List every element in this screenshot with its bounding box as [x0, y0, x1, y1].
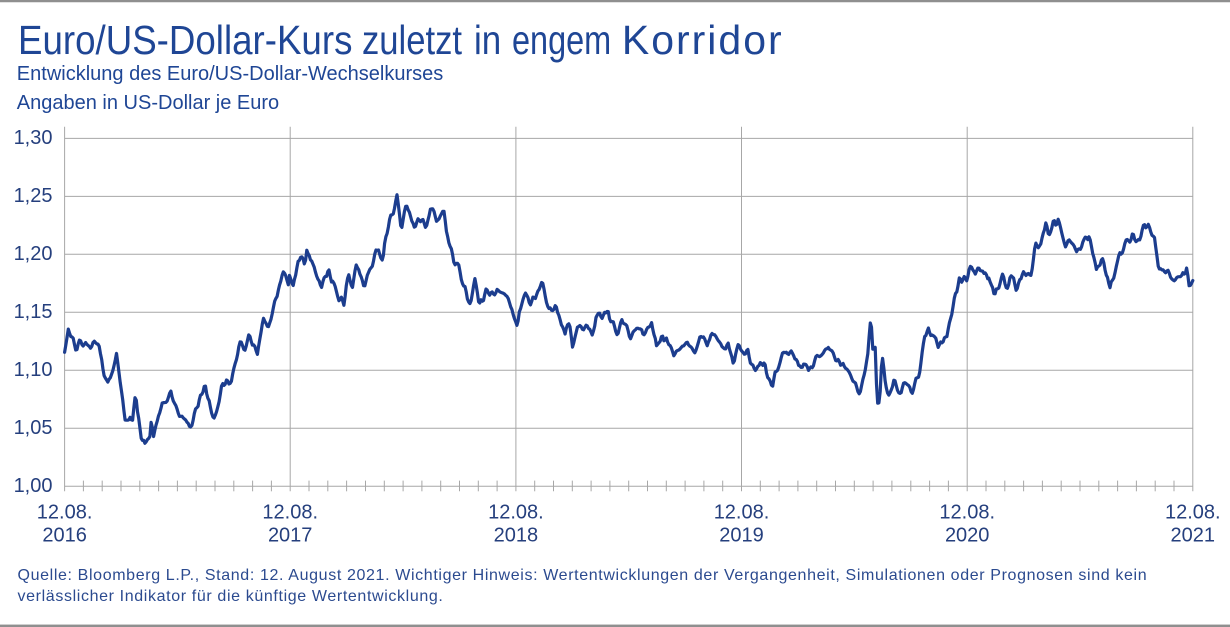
svg-text:1,00: 1,00 [14, 475, 53, 497]
svg-text:2017: 2017 [268, 525, 313, 547]
svg-text:2016: 2016 [42, 525, 87, 547]
svg-text:2019: 2019 [719, 525, 764, 547]
svg-text:12.08.: 12.08. [262, 502, 318, 524]
svg-text:12.08.: 12.08. [1165, 502, 1221, 524]
svg-text:1,20: 1,20 [14, 243, 53, 265]
svg-text:12.08.: 12.08. [714, 502, 770, 524]
svg-text:2018: 2018 [494, 525, 539, 547]
svg-text:2020: 2020 [945, 525, 990, 547]
svg-text:12.08.: 12.08. [939, 502, 995, 524]
svg-text:12.08.: 12.08. [37, 502, 93, 524]
svg-text:2021: 2021 [1171, 525, 1216, 547]
svg-text:1,30: 1,30 [14, 127, 53, 149]
svg-text:1,10: 1,10 [14, 359, 53, 381]
svg-text:1,15: 1,15 [14, 301, 53, 323]
svg-text:1,05: 1,05 [14, 417, 53, 439]
svg-text:12.08.: 12.08. [488, 502, 544, 524]
svg-text:1,25: 1,25 [14, 185, 53, 207]
